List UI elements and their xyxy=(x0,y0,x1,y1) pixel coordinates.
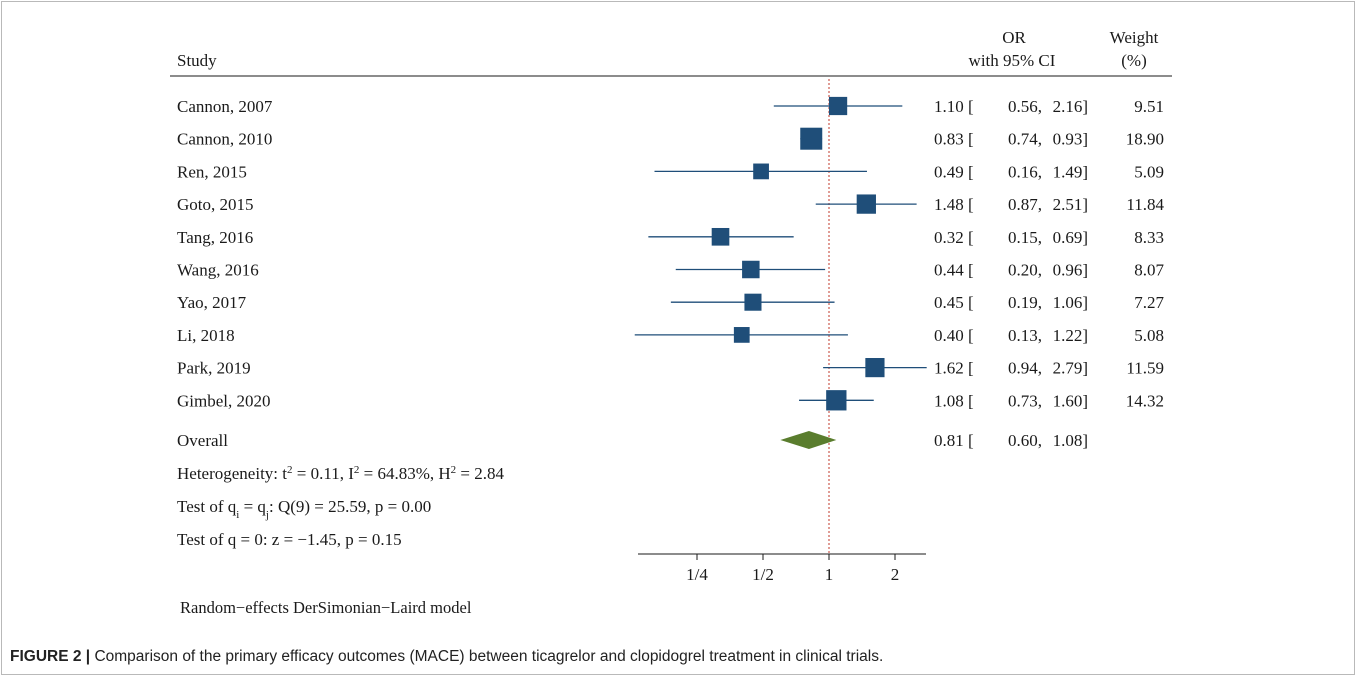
ci-low: 0.19, xyxy=(1008,293,1042,312)
or-value: 0.40 [ xyxy=(934,326,974,345)
study-row: Cannon, 2010 0.83 [ 0.74, 0.93] 18.90 xyxy=(177,127,1164,150)
table-header: Study OR with 95% CI Weight (%) xyxy=(170,28,1172,77)
homogeneity-test-text: Test of qi = qj: Q(9) = 25.59, p = 0.00 xyxy=(177,497,431,521)
study-rows: Cannon, 2007 1.10 [0.56, 2.16] 9.51Cannon, … xyxy=(177,96,1165,411)
ci-high: 0.93] xyxy=(1053,130,1088,149)
ci-low: 0.94, xyxy=(1008,359,1042,378)
ci-high: 1.06] xyxy=(1053,293,1088,312)
x-axis: 1/4 1/2 1 2 xyxy=(638,553,926,584)
study-name: Park, 2019 xyxy=(177,359,251,378)
effect-square xyxy=(865,358,885,378)
study-row: Goto, 2015 1.48 [ 0.87, 2.51] 11.84 xyxy=(177,194,1164,214)
caption-label: FIGURE 2 | xyxy=(10,648,91,665)
effect-square xyxy=(800,127,823,150)
weight-value: 5.08 xyxy=(1134,326,1164,345)
effect-test-text: Test of q = 0: z = −1.45, p = 0.15 xyxy=(177,530,402,549)
header-weight-unit: (%) xyxy=(1121,51,1146,70)
header-ci: with 95% CI xyxy=(969,51,1056,70)
ci-high: 0.69] xyxy=(1053,228,1088,247)
effect-square xyxy=(733,327,750,343)
forest-plot: Study OR with 95% CI Weight (%) Cannon, 2007… xyxy=(170,28,1172,617)
overall-row: Overall 0.81 [ 0.60, 1.08] xyxy=(177,431,1088,450)
weight-value: 14.32 xyxy=(1126,391,1164,410)
study-name: Cannon, 2007 xyxy=(177,97,273,116)
header-or: OR xyxy=(1002,28,1026,47)
study-row: Park, 2019 1.62 [ 0.94, 2.79] 11.59 xyxy=(177,358,1164,378)
ci-low: 0.15, xyxy=(1008,228,1042,247)
header-weight: Weight xyxy=(1110,28,1159,47)
study-row: Li, 2018 0.40 [ 0.13, 1.22] 5.08 xyxy=(177,326,1164,345)
x-tick-label: 1 xyxy=(825,565,834,584)
study-name: Ren, 2015 xyxy=(177,162,247,181)
ci-low: 0.87, xyxy=(1008,195,1042,214)
study-name: Wang, 2016 xyxy=(177,261,259,280)
overall-label: Overall xyxy=(177,431,228,450)
x-tick-label: 1/2 xyxy=(752,565,774,584)
figure-caption: FIGURE 2 | Comparison of the primary eff… xyxy=(10,648,883,666)
overall-ci-high: 1.08] xyxy=(1053,431,1088,450)
or-value: 0.49 [ xyxy=(934,162,974,181)
ci-low: 0.20, xyxy=(1008,261,1042,280)
study-name: Li, 2018 xyxy=(177,326,235,345)
model-note-text: Random−effects DerSimonian−Laird model xyxy=(180,598,472,617)
caption-text: Comparison of the primary efficacy outco… xyxy=(90,648,884,665)
ci-low: 0.13, xyxy=(1008,326,1042,345)
model-note: Random−effects DerSimonian−Laird model xyxy=(180,598,472,617)
ci-high: 2.51] xyxy=(1053,195,1088,214)
or-value: 0.45 [ xyxy=(934,293,974,312)
effect-square xyxy=(742,260,760,279)
ci-high: 2.79] xyxy=(1053,359,1088,378)
ci-low: 0.74, xyxy=(1008,130,1042,149)
or-value: 0.44 [ xyxy=(934,261,974,280)
ci-low: 0.73, xyxy=(1008,391,1042,410)
effect-square xyxy=(826,390,847,411)
effect-square xyxy=(856,194,876,214)
heterogeneity-text: Heterogeneity: t2 = 0.11, I2 = 64.83%, H… xyxy=(177,464,504,483)
effect-square xyxy=(744,293,762,311)
weight-value: 18.90 xyxy=(1126,130,1164,149)
overall-ci-low: 0.60, xyxy=(1008,431,1042,450)
study-name: Cannon, 2010 xyxy=(177,130,272,149)
effect-square xyxy=(711,227,730,246)
weight-value: 11.84 xyxy=(1126,195,1164,214)
study-name: Tang, 2016 xyxy=(177,228,253,247)
study-row: Gimbel, 2020 1.08 [ 0.73, 1.60] 14.32 xyxy=(177,390,1164,411)
ci-high: 1.49] xyxy=(1053,162,1088,181)
study-row: Yao, 2017 0.45 [ 0.19, 1.06] 7.27 xyxy=(177,293,1165,312)
overall-or: 0.81 [ xyxy=(934,431,974,450)
effect-square xyxy=(828,96,848,116)
weight-value: 8.33 xyxy=(1134,228,1164,247)
study-name: Yao, 2017 xyxy=(177,293,247,312)
or-value: 1.10 [ xyxy=(934,97,974,116)
overall-diamond xyxy=(780,431,837,449)
ci-high: 1.60] xyxy=(1053,391,1088,410)
study-row: Wang, 2016 0.44 [ 0.20, 0.96] 8.07 xyxy=(177,261,1165,280)
weight-value: 5.09 xyxy=(1134,162,1164,181)
x-tick-label: 2 xyxy=(891,565,900,584)
statistics-text: Heterogeneity: t2 = 0.11, I2 = 64.83%, H… xyxy=(177,464,504,549)
study-name: Goto, 2015 xyxy=(177,195,254,214)
header-study: Study xyxy=(177,51,217,70)
ci-low: 0.16, xyxy=(1008,162,1042,181)
or-value: 0.32 [ xyxy=(934,228,974,247)
x-tick-label: 1/4 xyxy=(686,565,708,584)
study-row: Cannon, 2007 1.10 [ 0.56, 2.16] 9.51 xyxy=(177,96,1164,116)
weight-value: 11.59 xyxy=(1126,359,1164,378)
weight-value: 9.51 xyxy=(1134,97,1164,116)
ci-high: 1.22] xyxy=(1053,326,1088,345)
or-value: 1.08 [ xyxy=(934,391,974,410)
weight-value: 7.27 xyxy=(1134,293,1164,312)
ci-low: 0.56, xyxy=(1008,97,1042,116)
or-value: 1.48 [ xyxy=(934,195,974,214)
effect-square xyxy=(753,163,769,180)
ci-high: 2.16] xyxy=(1053,97,1088,116)
study-row: Ren, 2015 0.49 [ 0.16, 1.49] 5.09 xyxy=(177,162,1164,181)
or-value: 1.62 [ xyxy=(934,359,974,378)
study-name: Gimbel, 2020 xyxy=(177,391,271,410)
weight-value: 8.07 xyxy=(1134,261,1164,280)
or-value: 0.83 [ xyxy=(934,130,974,149)
study-row: Tang, 2016 0.32 [ 0.15, 0.69] 8.33 xyxy=(177,228,1164,247)
ci-high: 0.96] xyxy=(1053,261,1088,280)
